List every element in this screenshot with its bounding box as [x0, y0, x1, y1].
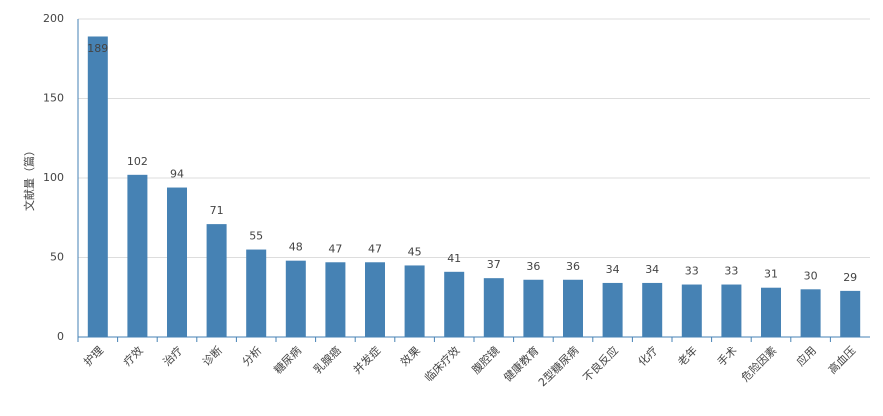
- x-tick-label: 老年: [675, 343, 700, 368]
- y-tick-label: 0: [57, 330, 64, 343]
- x-tick-label: 不良反应: [580, 343, 621, 384]
- bar: [563, 279, 583, 337]
- x-tick-label: 危险因素: [738, 343, 779, 384]
- x-tick-label: 手术: [714, 343, 739, 368]
- x-tick-label: 糖尿病: [271, 343, 304, 376]
- value-label: 34: [606, 263, 620, 276]
- x-tick-label: 2型糖尿病: [535, 343, 581, 389]
- value-label: 36: [526, 260, 540, 273]
- x-tick-label: 健康教育: [501, 343, 542, 384]
- value-label: 29: [843, 271, 857, 284]
- bar: [642, 282, 663, 337]
- value-label: 47: [368, 242, 382, 255]
- y-tick-label: 150: [43, 92, 64, 105]
- bar: [127, 174, 148, 337]
- y-tick-label: 100: [43, 171, 64, 184]
- value-label: 71: [210, 204, 224, 217]
- y-axis-label: 文献量（篇）: [22, 145, 36, 211]
- x-tick-label: 腹腔镜: [469, 343, 502, 376]
- value-label: 30: [804, 269, 818, 282]
- value-label: 33: [724, 265, 738, 278]
- bar: [800, 289, 821, 337]
- bar: [285, 260, 306, 337]
- value-label: 47: [328, 242, 342, 255]
- bar: [602, 282, 623, 337]
- x-tick-label: 化疗: [635, 343, 660, 368]
- bar: [761, 287, 781, 337]
- bar: [721, 284, 742, 337]
- bar: [246, 249, 267, 337]
- value-label: 189: [87, 42, 108, 55]
- bar: [365, 262, 385, 337]
- x-tick-label: 分析: [239, 343, 264, 368]
- value-label: 31: [764, 268, 778, 281]
- value-label: 34: [645, 263, 659, 276]
- bar: [325, 262, 346, 337]
- bar: [483, 278, 504, 337]
- value-label: 33: [685, 265, 699, 278]
- value-label: 55: [249, 230, 263, 243]
- bar: [523, 279, 544, 337]
- x-tick-label: 治疗: [160, 343, 185, 368]
- x-tick-label: 高血压: [825, 343, 858, 376]
- value-label: 45: [408, 245, 422, 258]
- bar: [167, 187, 187, 337]
- y-tick-label: 200: [43, 12, 64, 25]
- value-label: 37: [487, 258, 501, 271]
- value-label: 94: [170, 168, 184, 181]
- bar: [681, 284, 702, 337]
- bar: [444, 271, 465, 337]
- value-label: 41: [447, 252, 461, 265]
- x-tick-label: 应用: [793, 343, 818, 368]
- x-tick-label: 诊断: [199, 343, 224, 368]
- x-tick-label: 乳腺癌: [310, 343, 343, 376]
- x-tick-label: 疗效: [120, 343, 145, 368]
- x-tick-label: 并发症: [350, 343, 383, 376]
- value-label: 102: [127, 155, 148, 168]
- y-tick-label: 50: [50, 251, 64, 264]
- bar: [87, 36, 108, 338]
- x-tick-label: 效果: [397, 343, 422, 368]
- x-tick-label: 临床疗效: [421, 343, 462, 384]
- x-tick-label: 护理: [81, 343, 106, 368]
- value-label: 48: [289, 241, 303, 254]
- bar: [840, 290, 861, 337]
- value-label: 36: [566, 260, 580, 273]
- bar: [404, 265, 425, 337]
- bar: [206, 224, 227, 337]
